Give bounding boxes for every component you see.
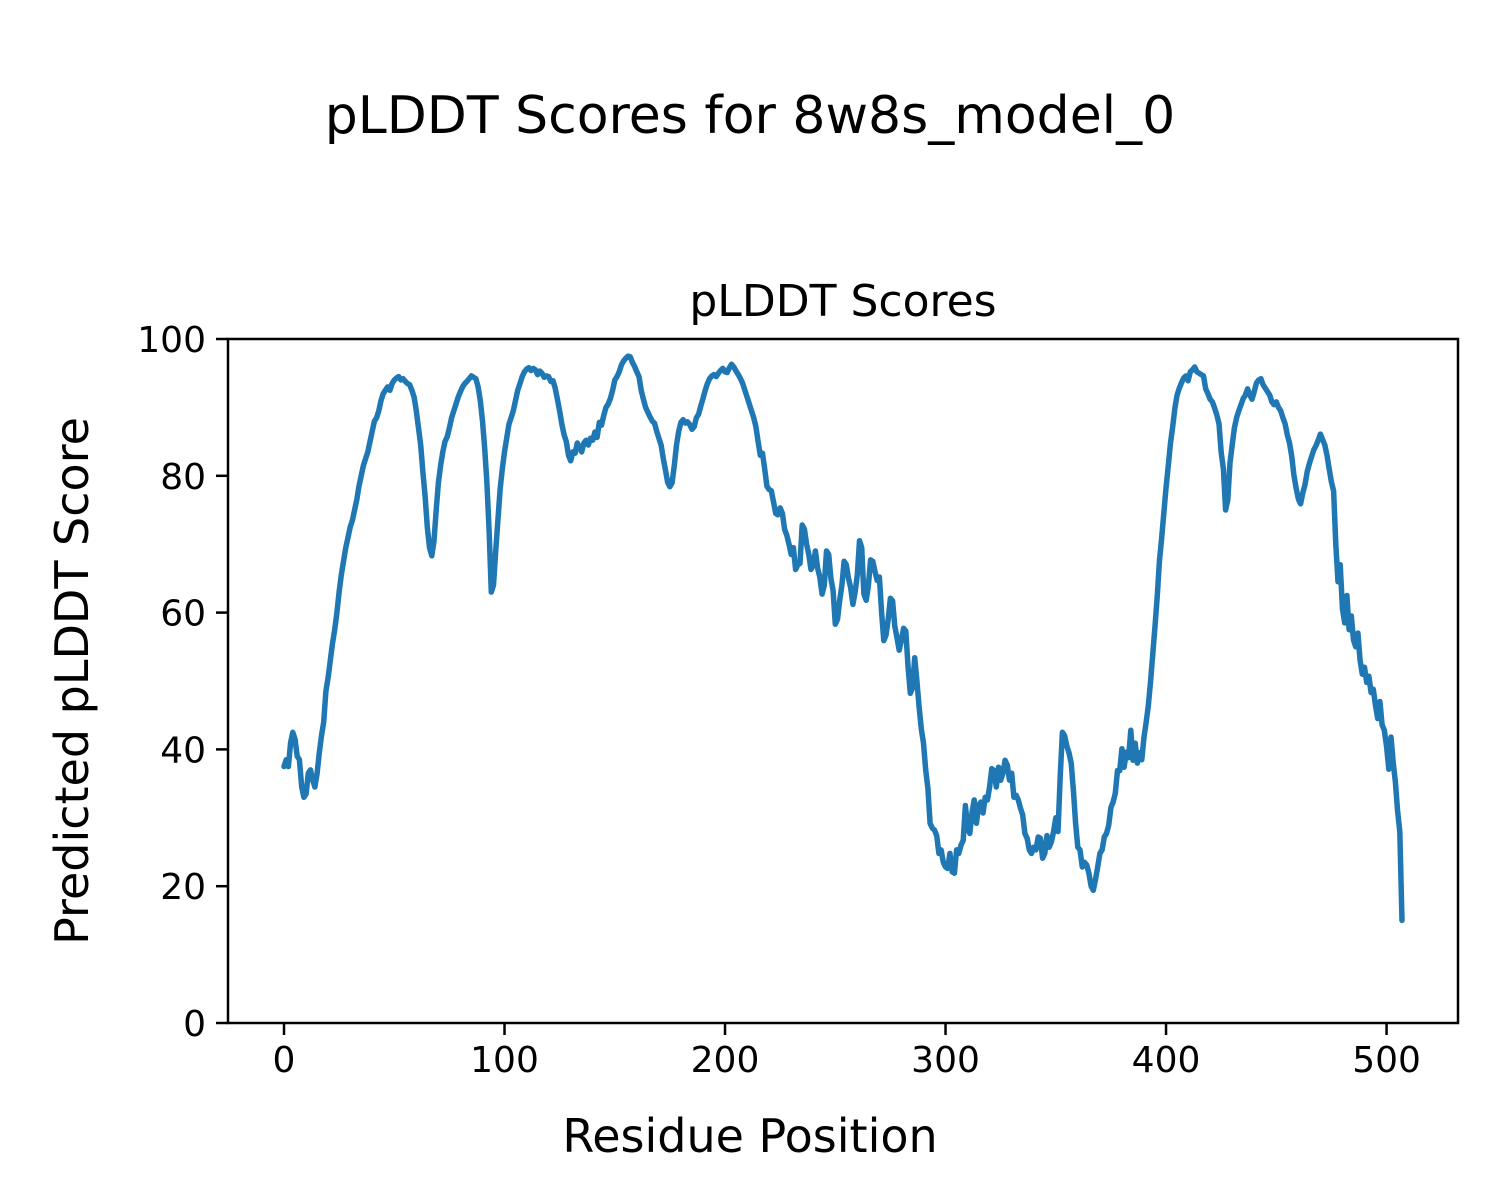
line-layer (281, 353, 1405, 924)
y-axis-label: Predicted pLDDT Score (45, 417, 99, 945)
x-tick-label: 500 (1352, 1040, 1421, 1081)
axes-title: pLDDT Scores (689, 276, 996, 327)
x-tick-label: 0 (273, 1040, 296, 1081)
y-tick-label: 20 (160, 867, 206, 908)
y-tick-label: 100 (137, 320, 206, 361)
plddt-score-line (281, 353, 1405, 924)
figure-suptitle: pLDDT Scores for 8w8s_model_0 (325, 86, 1175, 146)
x-tick-label: 300 (911, 1040, 980, 1081)
x-tick-label: 400 (1132, 1040, 1201, 1081)
x-axis-label: Residue Position (562, 1109, 937, 1163)
y-tick-label: 80 (160, 457, 206, 498)
x-tick-label: 200 (691, 1040, 760, 1081)
ticks-layer: 0 100 200 300 400 500 0 20 40 60 80 100 (137, 320, 1421, 1081)
y-tick-label: 0 (183, 1004, 206, 1045)
x-tick-label: 100 (470, 1040, 539, 1081)
plot-area-frame (226, 337, 1460, 1025)
y-tick-label: 40 (160, 730, 206, 771)
y-tick-label: 60 (160, 594, 206, 635)
